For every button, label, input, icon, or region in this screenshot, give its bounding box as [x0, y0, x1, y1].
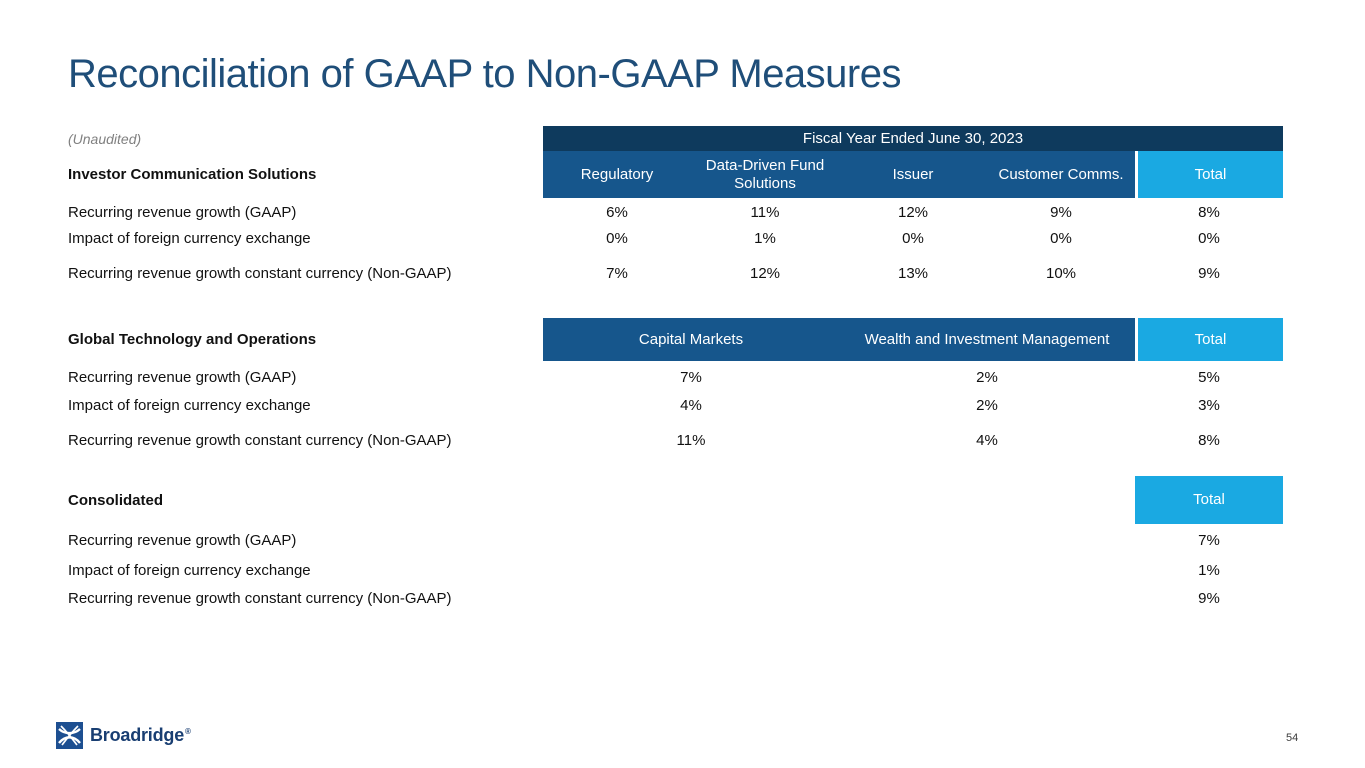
column-header-total: Total — [1135, 318, 1283, 361]
row-label: Impact of foreign currency exchange — [68, 561, 311, 579]
cell-value: 2% — [976, 368, 998, 386]
page-title: Reconciliation of GAAP to Non-GAAP Measu… — [68, 52, 902, 96]
cell-value: 7% — [1198, 532, 1220, 549]
row-label: Recurring revenue growth (GAAP) — [68, 203, 297, 221]
column-header-total: Total — [1135, 476, 1283, 524]
cell-value: 4% — [680, 397, 702, 414]
unaudited-note: (Unaudited) — [68, 130, 142, 147]
table-investor-communication-solutions: (Unaudited) Fiscal Year Ended June 30, 2… — [68, 126, 1283, 287]
column-header-customer-comms: Customer Comms. — [987, 151, 1135, 198]
row-label: Impact of foreign currency exchange — [68, 397, 311, 414]
broadridge-logo: Broadridge® — [56, 722, 191, 749]
cell-value: 13% — [897, 265, 929, 282]
row-label: Recurring revenue growth (GAAP) — [68, 368, 297, 386]
cell-value: 3% — [1198, 397, 1220, 414]
cell-value: 0% — [1198, 230, 1220, 247]
cell-value: 10% — [1045, 265, 1077, 282]
row-label: Recurring revenue growth constant curren… — [68, 589, 452, 607]
page-number: 54 — [1286, 732, 1299, 744]
cell-value: 5% — [1198, 368, 1220, 386]
cell-value: 2% — [976, 397, 998, 414]
cell-value: 0% — [1050, 230, 1072, 247]
section-label: Consolidated — [68, 491, 164, 509]
registered-trademark-mark: ® — [185, 727, 191, 736]
row-label: Recurring revenue growth (GAAP) — [68, 532, 297, 549]
cell-value: 0% — [606, 230, 628, 247]
column-header-regulatory: Regulatory — [543, 151, 691, 198]
cell-value: 9% — [1050, 203, 1072, 221]
cell-value: 11% — [750, 203, 780, 221]
cell-value: 9% — [1198, 265, 1220, 282]
section-label: Investor Communication Solutions — [68, 166, 317, 183]
cell-value: 7% — [606, 265, 628, 282]
broadridge-logo-icon — [56, 722, 83, 749]
column-header-data-driven-fund-solutions: Data-Driven Fund Solutions — [691, 151, 839, 198]
cell-value: 1% — [1198, 561, 1220, 579]
row-label: Impact of foreign currency exchange — [68, 230, 311, 247]
column-header-capital-markets: Capital Markets — [543, 318, 839, 361]
cell-value: 11% — [676, 432, 706, 449]
cell-value: 9% — [1198, 589, 1220, 607]
column-header-issuer: Issuer — [839, 151, 987, 198]
cell-value: 4% — [976, 432, 998, 449]
column-header-wealth-and-investment-management: Wealth and Investment Management — [839, 318, 1135, 361]
cell-value: 8% — [1198, 203, 1220, 221]
cell-value: 0% — [902, 230, 924, 247]
table-global-technology-and-operations: Global Technology and Operations Capital… — [68, 318, 1283, 454]
section-label: Global Technology and Operations — [68, 331, 317, 348]
row-label: Recurring revenue growth constant curren… — [68, 265, 452, 282]
table-consolidated: Consolidated Total Recurring revenue gro… — [68, 476, 1283, 613]
broadridge-wordmark: Broadridge® — [90, 725, 191, 745]
cell-value: 1% — [754, 230, 776, 247]
column-header-total: Total — [1135, 151, 1283, 198]
spacer — [543, 476, 1135, 524]
row-label: Recurring revenue growth constant curren… — [68, 432, 452, 449]
cell-value: 12% — [897, 203, 929, 221]
fiscal-year-banner: Fiscal Year Ended June 30, 2023 — [543, 126, 1283, 151]
cell-value: 12% — [749, 265, 781, 282]
cell-value: 7% — [680, 368, 702, 386]
cell-value: 6% — [606, 203, 628, 221]
cell-value: 8% — [1198, 432, 1220, 449]
